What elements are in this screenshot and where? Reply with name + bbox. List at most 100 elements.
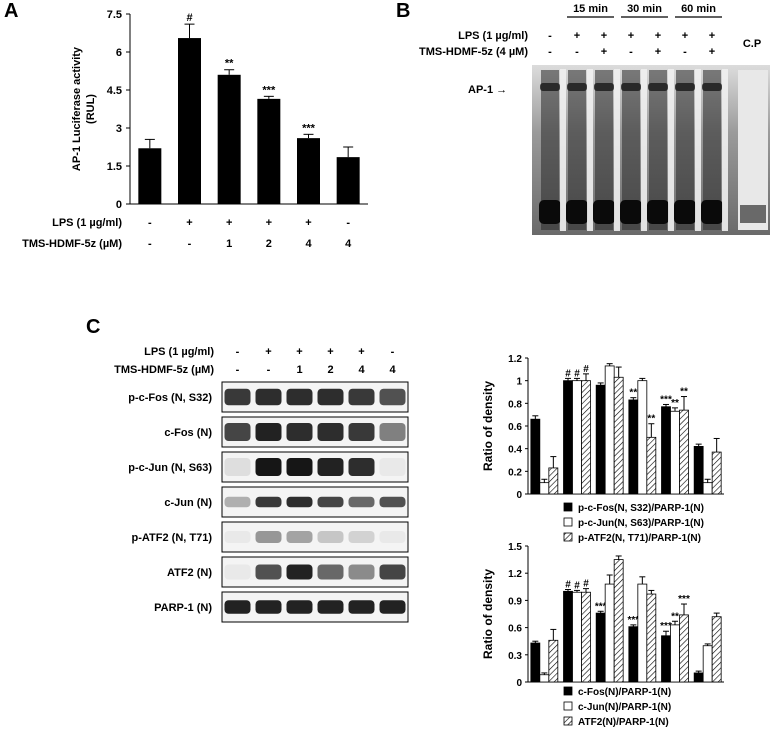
tms-dose: 2 bbox=[327, 364, 333, 376]
bar bbox=[530, 642, 541, 683]
significance-mark: *** bbox=[302, 122, 316, 134]
bar bbox=[604, 365, 615, 495]
blot-frame bbox=[221, 486, 409, 518]
y-axis-label: AP-1 Luciferase activity (RUL) bbox=[71, 46, 97, 171]
bar bbox=[539, 674, 550, 683]
lps-sign: + bbox=[628, 30, 634, 42]
tms-dose: 4 bbox=[305, 238, 312, 250]
y-axis-label-line2: (RUL) bbox=[85, 94, 97, 124]
y-axis-label: Ratio of density bbox=[481, 569, 495, 659]
blot-band bbox=[348, 531, 375, 543]
blot-label: c-Jun (N) bbox=[164, 497, 212, 509]
significance-mark: ** bbox=[225, 58, 234, 70]
lps-label: LPS (1 µg/ml) bbox=[52, 217, 122, 229]
free-probe-band bbox=[647, 200, 669, 224]
blot-band bbox=[255, 458, 282, 476]
blot-band bbox=[348, 423, 375, 441]
legend-label: p-ATF2(N, T71)/PARP-1(N) bbox=[578, 533, 701, 544]
significance-mark: ** bbox=[671, 611, 679, 622]
time-label: 60 min bbox=[681, 3, 716, 15]
bar bbox=[711, 451, 722, 495]
blot-band bbox=[255, 531, 282, 543]
bar bbox=[670, 624, 680, 683]
blot-band bbox=[224, 496, 251, 508]
lane-gap bbox=[722, 69, 728, 231]
bar bbox=[646, 436, 657, 495]
bar bbox=[138, 148, 162, 204]
bar bbox=[297, 138, 320, 204]
y-axis-label-line1: AP-1 Luciferase activity bbox=[71, 46, 83, 171]
bar bbox=[539, 482, 550, 495]
legend-swatch bbox=[563, 517, 573, 527]
blot-band bbox=[317, 423, 344, 441]
bar bbox=[548, 639, 559, 683]
blot-band bbox=[255, 388, 282, 406]
significance-mark: # bbox=[574, 580, 580, 591]
significance-mark: # bbox=[186, 12, 192, 24]
y-tick-label: 1 bbox=[516, 377, 522, 388]
bar bbox=[679, 409, 689, 495]
blot-band bbox=[317, 600, 344, 614]
ap1-band bbox=[621, 83, 641, 91]
blot-band bbox=[224, 458, 251, 476]
blot-frame bbox=[221, 416, 409, 448]
y-tick-label: 3 bbox=[116, 123, 122, 135]
tms-dose: 4 bbox=[358, 364, 365, 376]
lane-gap bbox=[560, 69, 566, 231]
y-tick-label: 7.5 bbox=[107, 9, 122, 21]
panel-b-gel: - - + - + + + - + + + - + + C.P 15 min 30 min 60 min LPS (… bbox=[419, 3, 770, 235]
legend-label: p-c-Fos(N, S32)/PARP-1(N) bbox=[578, 503, 704, 514]
bar bbox=[217, 74, 241, 204]
tms-label: TMS-HDMF-5z (µM) bbox=[114, 364, 214, 376]
blot-band bbox=[286, 423, 313, 441]
ap1-band bbox=[702, 83, 722, 91]
blot-band bbox=[255, 564, 282, 580]
bar bbox=[702, 482, 713, 495]
y-tick-label: 0 bbox=[516, 490, 522, 501]
legend-label: ATF2(N)/PARP-1(N) bbox=[578, 717, 669, 728]
significance-mark: ** bbox=[629, 388, 637, 399]
ap1-band bbox=[567, 83, 587, 91]
legend-swatch bbox=[563, 532, 573, 542]
tms-sign: + bbox=[655, 46, 661, 58]
ap1-band bbox=[675, 83, 695, 91]
blot-band bbox=[379, 564, 406, 580]
significance-mark: *** bbox=[660, 394, 672, 405]
bar bbox=[613, 376, 624, 495]
significance-mark: *** bbox=[262, 84, 276, 96]
blot-band bbox=[224, 388, 251, 406]
blot-band bbox=[317, 458, 344, 476]
blot-band bbox=[286, 496, 313, 508]
legend-label: c-Fos(N)/PARP-1(N) bbox=[578, 687, 671, 698]
bar bbox=[628, 626, 639, 683]
blot-band bbox=[224, 531, 251, 543]
tms-sign: + bbox=[709, 46, 715, 58]
blot-band bbox=[379, 458, 406, 476]
blot-band bbox=[379, 423, 406, 441]
lps-sign: - bbox=[391, 346, 395, 358]
y-tick-label: 0.6 bbox=[508, 422, 522, 433]
blot-label: p-c-Jun (N, S63) bbox=[128, 462, 212, 474]
panel-a-chart: 0 1.5 3 4.5 6 7.5 AP-1 Luciferase activity (RUL… bbox=[22, 9, 368, 250]
panel-a-letter: A bbox=[4, 0, 19, 22]
free-probe-band bbox=[566, 200, 588, 224]
tms-label: TMS-HDMF-5z (4 µM) bbox=[419, 46, 528, 58]
blot-band bbox=[379, 496, 406, 508]
gel-lane bbox=[703, 70, 721, 230]
panel-c-blots: - - + - +1 +2 +4 - 4 LPS (1 µg/ml) TMS-HDMF-5z (µM… bbox=[114, 346, 409, 623]
ap1-band-label: AP-1 → bbox=[468, 84, 507, 96]
bar bbox=[661, 635, 671, 683]
significance-mark: # bbox=[565, 368, 571, 379]
tms-label: TMS-HDMF-5z (µM) bbox=[22, 238, 122, 250]
lps-sign: - bbox=[236, 346, 240, 358]
tms-dose: - bbox=[188, 238, 192, 250]
ap1-band bbox=[540, 83, 560, 91]
tms-dose: - bbox=[236, 364, 240, 376]
significance-mark: *** bbox=[627, 615, 639, 626]
bar bbox=[637, 583, 648, 683]
blot-label: c-Fos (N) bbox=[164, 427, 212, 439]
blot-band bbox=[224, 423, 251, 441]
bar bbox=[679, 614, 689, 683]
bar bbox=[595, 384, 606, 495]
